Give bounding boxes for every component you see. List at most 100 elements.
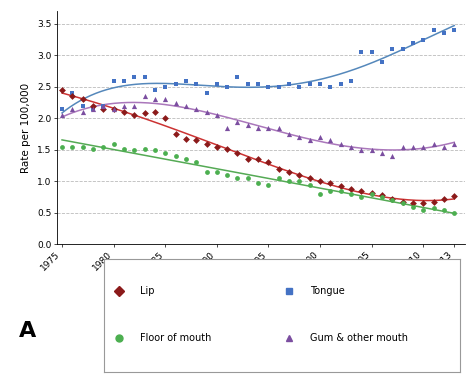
- Point: [244, 81, 252, 87]
- Point: [120, 109, 128, 115]
- Point: [182, 103, 190, 109]
- Point: [419, 36, 427, 42]
- Point: [389, 197, 396, 203]
- Point: [399, 200, 406, 206]
- Point: [130, 74, 138, 80]
- Point: [203, 90, 210, 96]
- Point: [89, 106, 97, 112]
- Point: [223, 146, 231, 152]
- Text: A: A: [19, 321, 36, 341]
- Point: [296, 178, 303, 184]
- Point: [58, 87, 66, 93]
- Point: [430, 205, 438, 211]
- Point: [347, 191, 355, 197]
- Point: [79, 144, 86, 150]
- Point: [192, 138, 200, 144]
- Point: [79, 97, 86, 103]
- Text: Lip: Lip: [140, 286, 155, 296]
- Point: [69, 90, 76, 96]
- Point: [316, 134, 324, 140]
- Point: [172, 81, 179, 87]
- Point: [244, 156, 252, 162]
- Point: [192, 106, 200, 112]
- Point: [389, 196, 396, 202]
- Point: [357, 49, 365, 55]
- Point: [100, 103, 107, 109]
- Point: [130, 112, 138, 118]
- Point: [430, 27, 438, 33]
- Point: [182, 156, 190, 162]
- Point: [440, 30, 447, 36]
- Point: [327, 138, 334, 144]
- Point: [244, 122, 252, 128]
- Point: [275, 125, 283, 131]
- Point: [58, 106, 66, 112]
- Point: [347, 186, 355, 192]
- Point: [120, 103, 128, 109]
- Point: [368, 49, 375, 55]
- Point: [264, 182, 272, 188]
- Point: [450, 210, 458, 216]
- Point: [110, 77, 118, 83]
- Point: [440, 196, 447, 202]
- Point: [141, 110, 148, 116]
- Point: [192, 81, 200, 87]
- Point: [327, 84, 334, 90]
- Point: [399, 199, 406, 205]
- Point: [234, 150, 241, 156]
- Point: [100, 106, 107, 112]
- Text: Tongue: Tongue: [310, 286, 345, 296]
- Point: [306, 182, 313, 188]
- Point: [120, 77, 128, 83]
- Point: [285, 81, 293, 87]
- Point: [450, 27, 458, 33]
- Point: [337, 188, 345, 194]
- Point: [110, 106, 118, 112]
- Point: [430, 141, 438, 147]
- Point: [151, 109, 159, 115]
- Point: [110, 106, 118, 112]
- Point: [100, 103, 107, 109]
- Point: [120, 146, 128, 152]
- Point: [130, 103, 138, 109]
- Point: [409, 200, 417, 206]
- Point: [58, 144, 66, 150]
- Point: [234, 175, 241, 181]
- Point: [275, 166, 283, 172]
- Point: [234, 74, 241, 80]
- Point: [409, 40, 417, 46]
- Point: [378, 59, 386, 65]
- Point: [244, 175, 252, 181]
- Point: [234, 118, 241, 124]
- Point: [151, 147, 159, 153]
- Point: [275, 84, 283, 90]
- Point: [368, 147, 375, 153]
- Point: [192, 159, 200, 165]
- Point: [409, 203, 417, 209]
- Y-axis label: Rate per 100,000: Rate per 100,000: [21, 83, 31, 173]
- Point: [316, 178, 324, 184]
- Point: [419, 207, 427, 213]
- Point: [79, 103, 86, 109]
- Point: [399, 46, 406, 52]
- Point: [255, 81, 262, 87]
- Point: [69, 106, 76, 112]
- Point: [264, 84, 272, 90]
- Point: [347, 144, 355, 150]
- Point: [100, 144, 107, 150]
- Point: [357, 147, 365, 153]
- Point: [296, 84, 303, 90]
- Point: [141, 93, 148, 99]
- Point: [368, 190, 375, 196]
- Point: [357, 188, 365, 194]
- Point: [213, 112, 220, 118]
- Point: [327, 188, 334, 194]
- Point: [306, 81, 313, 87]
- Point: [296, 134, 303, 140]
- Point: [162, 150, 169, 156]
- Text: Gum & other mouth: Gum & other mouth: [310, 334, 409, 343]
- Point: [89, 106, 97, 112]
- Point: [203, 169, 210, 175]
- X-axis label: Year of Diagnosis: Year of Diagnosis: [210, 278, 312, 288]
- Point: [264, 125, 272, 131]
